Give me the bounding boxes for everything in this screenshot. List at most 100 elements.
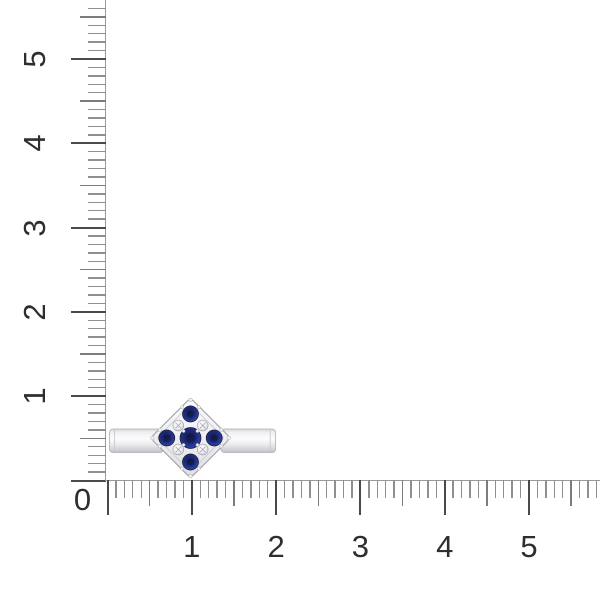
hruler-tick-minor — [342, 480, 345, 499]
vruler-tick-minor — [87, 92, 106, 94]
hruler-tick-minor — [477, 480, 480, 499]
hruler-tick-minor — [418, 480, 421, 499]
hruler-tick-minor — [578, 480, 581, 499]
hruler-tick-minor — [309, 480, 311, 499]
hruler-tick-minor — [519, 480, 522, 499]
vruler-tick-minor — [87, 420, 106, 423]
hruler-label-3: 3 — [351, 529, 370, 564]
vruler-label-3: 3 — [17, 218, 52, 237]
vruler-tick-medium — [80, 184, 106, 187]
hruler-tick-medium — [401, 480, 404, 506]
vruler-tick-minor — [87, 378, 106, 381]
hruler-tick-major — [528, 480, 530, 516]
ruler-origin-label: 0 — [73, 482, 92, 517]
hruler-tick-medium — [486, 480, 488, 506]
hruler-tick-minor — [351, 480, 353, 499]
hruler-tick-minor — [182, 480, 185, 499]
vruler-tick-minor — [87, 24, 106, 26]
vruler-tick-minor — [87, 117, 106, 119]
vruler-tick-minor — [87, 7, 106, 10]
vruler-tick-minor — [87, 370, 106, 372]
hruler-tick-minor — [283, 480, 286, 499]
vruler-tick-minor — [87, 176, 106, 178]
vruler-tick-minor — [87, 361, 106, 364]
vruler-tick-medium — [80, 16, 106, 18]
vruler-tick-major — [70, 58, 106, 60]
sapphire-stone-top — [182, 405, 199, 423]
hruler-tick-minor — [250, 480, 252, 499]
hruler-tick-minor — [123, 480, 126, 499]
vruler-tick-minor — [87, 83, 106, 85]
vruler-tick-minor — [87, 277, 106, 279]
vruler-tick-minor — [87, 260, 106, 262]
hruler-tick-minor — [157, 480, 159, 499]
hruler-tick-minor — [503, 480, 505, 499]
hruler-tick-minor — [199, 480, 201, 499]
vruler-tick-minor — [87, 387, 106, 389]
hruler-tick-major — [190, 480, 193, 516]
vruler-tick-minor — [87, 108, 106, 111]
hruler-tick-medium — [317, 480, 319, 506]
vruler-tick-major — [70, 479, 106, 482]
vruler-tick-minor — [87, 344, 106, 347]
vruler-tick-minor — [87, 446, 106, 448]
hruler-tick-medium — [570, 480, 572, 506]
sapphire-stone-right — [205, 429, 223, 447]
hruler-label-4: 4 — [436, 529, 454, 564]
hruler-tick-minor — [460, 480, 463, 499]
hruler-tick-minor — [511, 480, 513, 499]
vruler-tick-major — [70, 310, 106, 313]
vruler-tick-minor — [87, 285, 106, 288]
sapphire-stones — [158, 405, 223, 471]
vruler-tick-minor — [87, 159, 106, 161]
hruler-tick-minor — [595, 480, 598, 499]
vruler-tick-minor — [87, 403, 106, 406]
hruler-tick-major — [443, 480, 446, 516]
hruler-tick-minor — [292, 480, 294, 499]
hruler-tick-minor — [207, 480, 210, 499]
vruler-tick-major — [70, 395, 106, 398]
hruler-tick-minor — [393, 480, 395, 499]
hruler-tick-minor — [410, 480, 412, 499]
hruler-tick-major — [106, 480, 109, 516]
hruler-tick-minor — [553, 480, 555, 499]
vruler-label-5: 5 — [17, 50, 52, 68]
vertical-axis-line — [104, 0, 107, 482]
vruler-tick-minor — [87, 193, 106, 195]
sapphire-stone-bottom — [182, 453, 199, 471]
sapphire-table-shadows — [163, 410, 218, 466]
vruler-tick-major — [70, 226, 106, 229]
hruler-tick-medium — [233, 480, 235, 506]
vruler-tick-major — [70, 142, 106, 145]
hruler-tick-minor — [587, 480, 589, 499]
hruler-label-1: 1 — [183, 529, 201, 564]
hruler-tick-minor — [427, 480, 429, 499]
hruler-label-2: 2 — [267, 529, 285, 564]
hruler-tick-minor — [132, 480, 134, 499]
sapphire-stone-center — [179, 427, 202, 449]
vruler-tick-minor — [87, 454, 106, 456]
hruler-tick-minor — [562, 480, 564, 499]
hruler-label-5: 5 — [520, 529, 538, 564]
vruler-label-4: 4 — [17, 134, 52, 152]
hruler-tick-minor — [368, 480, 370, 499]
vruler-label-1: 1 — [17, 387, 52, 405]
prong-beads — [150, 397, 231, 479]
vruler-tick-minor — [87, 41, 106, 43]
hruler-tick-minor — [435, 480, 437, 499]
hruler-tick-minor — [545, 480, 547, 499]
vruler-tick-minor — [87, 201, 106, 203]
diamond-facet-lines — [175, 422, 206, 453]
vruler-tick-minor — [87, 33, 106, 35]
vruler-tick-minor — [87, 75, 106, 77]
ring-svg — [109, 397, 276, 479]
vruler-tick-medium — [80, 269, 106, 271]
vruler-tick-minor — [87, 125, 106, 128]
hruler-tick-minor — [216, 480, 218, 499]
hruler-tick-minor — [115, 480, 117, 499]
vruler-tick-minor — [87, 462, 106, 465]
vruler-tick-minor — [87, 151, 106, 153]
hruler-tick-minor — [536, 480, 539, 499]
sapphire-stone-left — [158, 429, 176, 447]
